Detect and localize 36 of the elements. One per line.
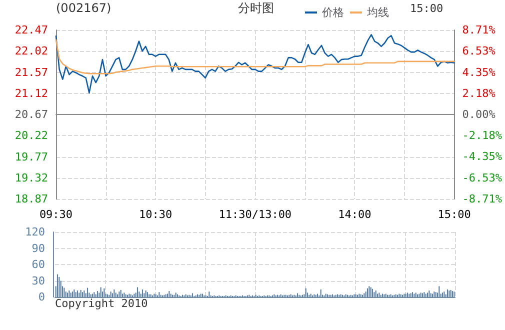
y-tick-label: 20.22	[14, 129, 48, 142]
y-tick-label: 22.47	[14, 24, 48, 36]
chart-subtitle: 分时图	[238, 1, 274, 15]
y2-tick-label: 6.53%	[462, 44, 496, 58]
y-tick-label: 20.67	[14, 108, 48, 121]
y-tick-label: 120	[25, 226, 45, 238]
x-tick-label: 11:30/13:00	[218, 208, 292, 221]
legend-label: 均线	[366, 6, 389, 19]
y-tick-label: 21.12	[14, 86, 48, 100]
x-tick-label: 15:00	[438, 208, 471, 221]
annotation: Copyright 2010	[55, 297, 148, 310]
y-tick-label: 18.87	[14, 192, 48, 206]
legend-label: 价格	[321, 6, 344, 19]
y-tick-label: 60	[32, 258, 45, 271]
y2-tick-label: -4.35%	[462, 150, 502, 164]
y-tick-label: 21.57	[14, 66, 48, 79]
line-series	[55, 39, 455, 74]
y2-tick-label: 2.18%	[462, 86, 496, 100]
chart-title: (002167)	[56, 1, 112, 15]
y-tick-label: 19.77	[14, 150, 48, 164]
y-tick-label: 0	[38, 290, 45, 304]
y-tick-label: 30	[32, 274, 45, 288]
line-series	[55, 34, 455, 94]
x-tick-label: 14:00	[338, 208, 372, 221]
y2-tick-label: 0.00%	[462, 108, 496, 121]
y-tick-label: 22.02	[14, 44, 48, 58]
y-tick-label: 19.32	[14, 171, 48, 184]
y2-tick-label: -6.53%	[462, 171, 502, 184]
y2-tick-label: -8.71%	[462, 192, 502, 206]
text: 15:00	[410, 2, 444, 15]
x-tick-label: 09:30	[39, 208, 73, 221]
y2-tick-label: 4.35%	[462, 66, 496, 79]
y2-tick-label: 8.71%	[462, 24, 496, 36]
x-tick-label: 10:30	[139, 208, 172, 221]
y2-tick-label: -2.18%	[462, 129, 502, 142]
y-tick-label: 90	[32, 242, 45, 255]
